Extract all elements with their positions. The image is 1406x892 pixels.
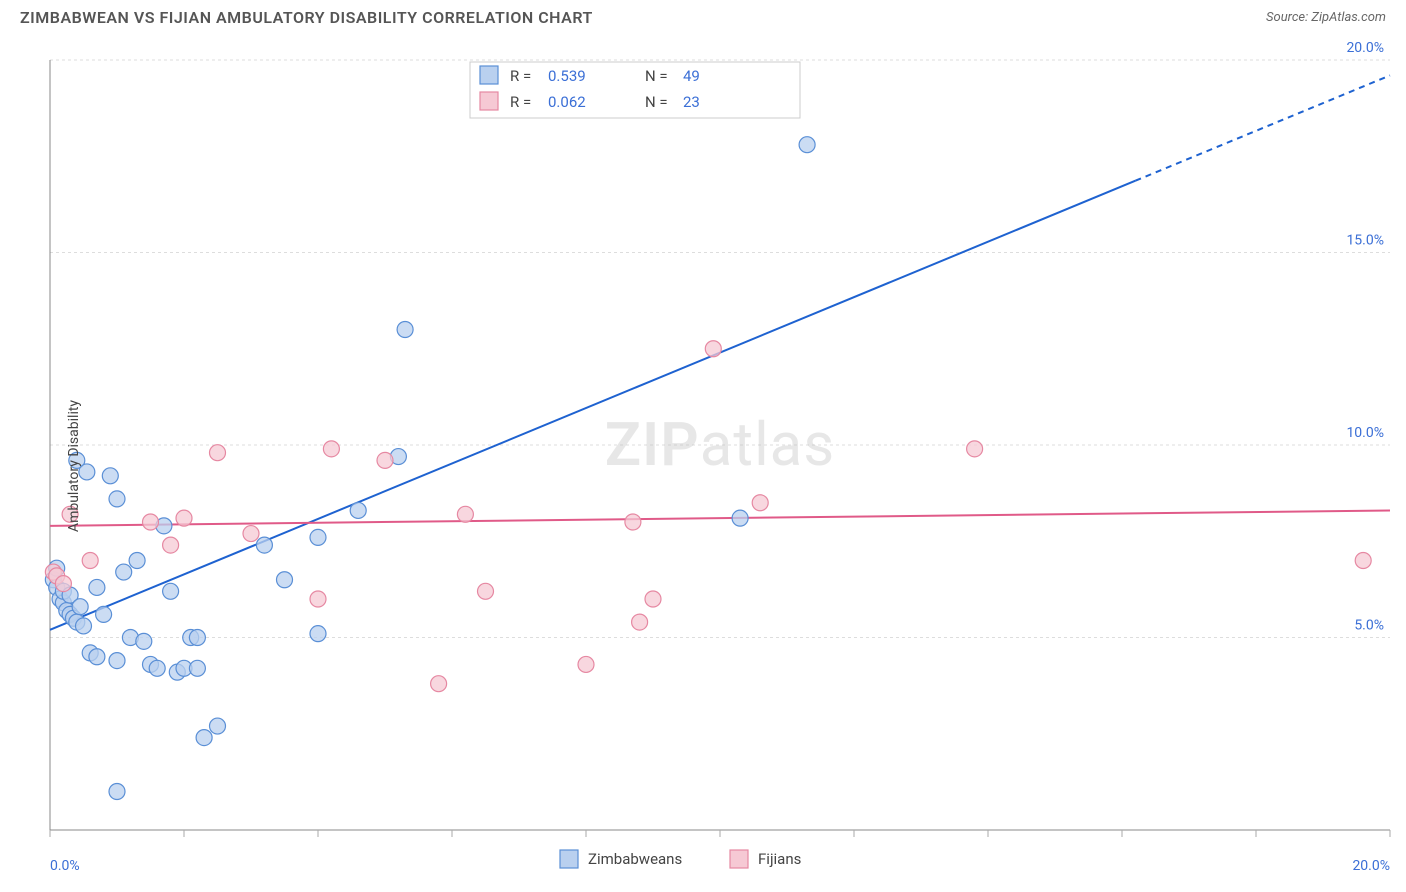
y-tick-label: 10.0% — [1346, 425, 1384, 441]
data-point — [89, 579, 105, 595]
legend-swatch — [560, 850, 578, 868]
data-point — [277, 572, 293, 588]
legend-swatch — [480, 92, 498, 110]
data-point — [397, 322, 413, 338]
data-point — [143, 514, 159, 530]
data-point — [632, 614, 648, 630]
data-point — [967, 441, 983, 457]
data-point — [243, 526, 259, 542]
data-point — [625, 514, 641, 530]
data-point — [189, 630, 205, 646]
data-point — [1355, 553, 1371, 569]
data-point — [189, 660, 205, 676]
chart-title: ZIMBABWEAN VS FIJIAN AMBULATORY DISABILI… — [20, 8, 593, 27]
data-point — [310, 591, 326, 607]
data-point — [732, 510, 748, 526]
data-point — [82, 553, 98, 569]
data-point — [89, 649, 105, 665]
trend-line — [50, 510, 1390, 525]
legend-n-value: 49 — [683, 67, 700, 85]
y-tick-label: 5.0% — [1354, 618, 1384, 634]
data-point — [129, 553, 145, 569]
legend-n-value: 23 — [683, 93, 700, 111]
y-tick-label: 15.0% — [1346, 233, 1384, 249]
data-point — [256, 537, 272, 553]
data-point — [163, 537, 179, 553]
data-point — [310, 626, 326, 642]
data-point — [705, 341, 721, 357]
data-point — [752, 495, 768, 511]
data-point — [163, 583, 179, 599]
legend-n-label: N = — [645, 93, 668, 111]
data-point — [210, 718, 226, 734]
data-point — [109, 653, 125, 669]
x-tick-label: 20.0% — [1352, 858, 1390, 874]
legend-series-label: Zimbabweans — [588, 850, 682, 868]
data-point — [136, 633, 152, 649]
data-point — [210, 445, 226, 461]
watermark: ZIPatlas — [605, 409, 836, 480]
legend-n-label: N = — [645, 67, 668, 85]
data-point — [149, 660, 165, 676]
series-legend: Zimbabweans Fijians — [560, 850, 801, 868]
data-point — [55, 576, 71, 592]
data-point — [72, 599, 88, 615]
trend-line — [50, 181, 1135, 630]
data-point — [645, 591, 661, 607]
legend-swatch — [730, 850, 748, 868]
trend-line-dashed — [1135, 75, 1390, 180]
data-point — [116, 564, 132, 580]
data-point — [457, 506, 473, 522]
y-axis-label: Ambulatory Disability — [66, 400, 82, 532]
y-tick-label: 20.0% — [1346, 40, 1384, 56]
data-point — [350, 502, 366, 518]
data-point — [310, 529, 326, 545]
legend-series-label: Fijians — [758, 850, 801, 868]
correlation-chart: 0.0% 20.0% 5.0% 10.0% 15.0% 20.0% ZIPatlas R = 0… — [0, 40, 1406, 892]
data-point — [196, 730, 212, 746]
data-point — [96, 606, 112, 622]
data-point — [109, 784, 125, 800]
legend-r-label: R = — [510, 67, 531, 85]
data-point — [799, 137, 815, 153]
legend-r-label: R = — [510, 93, 531, 111]
data-point — [76, 618, 92, 634]
data-point — [478, 583, 494, 599]
legend-swatch — [480, 66, 498, 84]
data-point — [431, 676, 447, 692]
data-point — [109, 491, 125, 507]
x-tick-label: 0.0% — [50, 858, 80, 874]
data-point — [102, 468, 118, 484]
data-point — [323, 441, 339, 457]
data-point — [578, 656, 594, 672]
source-label: Source: ZipAtlas.com — [1266, 10, 1386, 25]
data-point — [377, 452, 393, 468]
legend-r-value: 0.539 — [548, 67, 586, 85]
data-point — [176, 510, 192, 526]
legend-r-value: 0.062 — [548, 93, 586, 111]
